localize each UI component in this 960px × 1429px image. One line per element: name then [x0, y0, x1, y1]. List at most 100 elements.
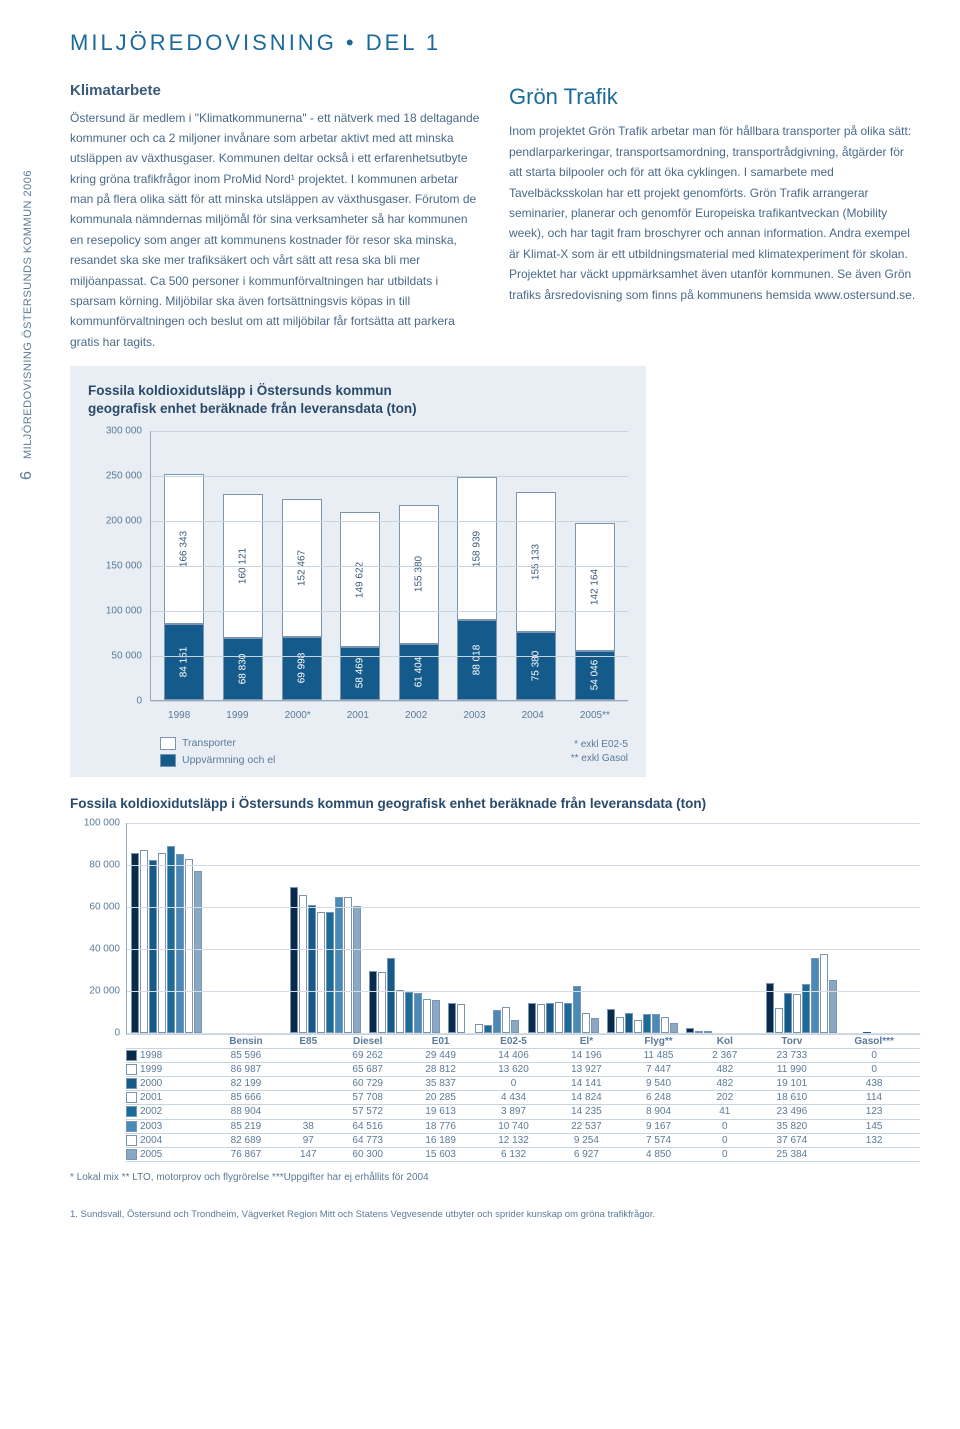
chart2-table-cell: 88 904 — [207, 1105, 286, 1119]
chart1-bar-value: 68 830 — [237, 653, 248, 684]
chart2-gridline — [127, 907, 920, 908]
chart2-bar — [634, 1020, 642, 1033]
chart1-note: * exkl E02-5 — [571, 738, 628, 752]
chart2-table-cell: 13 927 — [550, 1062, 623, 1076]
chart2-table-cell: 14 235 — [550, 1105, 623, 1119]
chart2-bar — [414, 993, 422, 1032]
chart2-table-cell: 85 219 — [207, 1119, 286, 1133]
chart2-table-cell — [828, 1147, 920, 1161]
chart2-table-header: BensinE85DieselE01E02-5El*Flyg**KolTorvG… — [126, 1034, 920, 1048]
chart2-table-cell: 0 — [694, 1147, 755, 1161]
chart2-table-col-header: Bensin — [207, 1034, 286, 1048]
chart2-table-year-cell: 1999 — [126, 1062, 207, 1076]
chart2-table-cell: 82 199 — [207, 1077, 286, 1091]
chart2-bar — [582, 1013, 590, 1032]
chart2-table-cell: 0 — [828, 1062, 920, 1076]
chart1-legend-swatch — [160, 754, 176, 767]
chart1-bar-segment: 142 164 — [575, 523, 615, 651]
chart1-bar-value: 88 018 — [472, 645, 483, 676]
chart2-year-swatch — [126, 1121, 137, 1132]
chart2-table-cell: 64 516 — [331, 1119, 404, 1133]
chart1-bar-value: 149 622 — [355, 562, 366, 598]
chart2-bar — [308, 905, 316, 1033]
chart2-table-cell: 482 — [694, 1062, 755, 1076]
chart2-bar — [140, 850, 148, 1033]
chart2-bar — [793, 994, 801, 1033]
chart2-table-col-header: Kol — [694, 1034, 755, 1048]
chart2-bar — [652, 1014, 660, 1033]
chart2-bar — [378, 972, 386, 1033]
chart1-plot: 84 151166 34368 830160 12169 998152 4675… — [150, 431, 628, 701]
chart2-table-cell: 438 — [828, 1077, 920, 1091]
chart1-bar-stack: 75 380155 133 — [516, 492, 556, 699]
chart2-bar — [158, 853, 166, 1033]
chart2-year-swatch — [126, 1106, 137, 1117]
chart2-bar-group — [206, 823, 285, 1033]
chart2-bar — [607, 1009, 615, 1033]
chart1-legend-label: Uppvärmning och el — [182, 754, 275, 766]
chart2-bar — [784, 993, 792, 1033]
chart1-bar-value: 158 939 — [472, 531, 483, 567]
chart2-bar — [326, 912, 334, 1033]
chart2-table-row: 200576 86714760 30015 6036 1326 9274 850… — [126, 1147, 920, 1161]
chart2-bar — [564, 1003, 572, 1033]
chart2-table-cell: 23 496 — [755, 1105, 828, 1119]
side-label: 6 MILJÖREDOVISNING ÖSTERSUNDS KOMMUN 200… — [18, 170, 36, 480]
chart2-gridline — [127, 991, 920, 992]
chart2-y-tick: 60 000 — [89, 901, 120, 912]
chart2-table-cell: 23 733 — [755, 1048, 828, 1062]
chart2-table-col-header: Torv — [755, 1034, 828, 1048]
chart2-wrap: 020 00040 00060 00080 000100 000 — [70, 823, 920, 1034]
chart2-table-year-cell: 2003 — [126, 1119, 207, 1133]
chart2-bar — [167, 846, 175, 1033]
chart1-bar-stack: 58 469149 622 — [340, 512, 380, 699]
chart1-gridline — [151, 521, 628, 522]
chart2-plot — [126, 823, 920, 1034]
chart1-bar-value: 166 343 — [179, 531, 190, 567]
chart2-gridline — [127, 865, 920, 866]
chart2-table-cell: 14 141 — [550, 1077, 623, 1091]
chart2-table-cell: 18 610 — [755, 1091, 828, 1105]
chart2-table-cell: 97 — [285, 1133, 331, 1147]
chart2-groups — [127, 823, 920, 1033]
chart2-bar — [290, 887, 298, 1032]
chart1-bar-segment: 69 998 — [282, 637, 322, 700]
chart1-title: Fossila koldioxidutsläpp i Östersunds ko… — [88, 382, 628, 418]
chart2-table-cell: 0 — [694, 1133, 755, 1147]
chart1-bar-stack: 69 998152 467 — [282, 499, 322, 699]
chart2-table-row: 200482 6899764 77316 18912 1329 2547 574… — [126, 1133, 920, 1147]
chart2-table-year-cell: 2004 — [126, 1133, 207, 1147]
chart1-y-tick: 100 000 — [106, 605, 142, 616]
chart2-year-swatch — [126, 1064, 137, 1075]
chart2-bar — [344, 897, 352, 1033]
chart1-box: Fossila koldioxidutsläpp i Östersunds ko… — [70, 366, 646, 776]
chart2-bar — [353, 906, 361, 1033]
chart2-table-cell: 18 776 — [404, 1119, 477, 1133]
chart1-bar-value: 84 151 — [179, 646, 190, 677]
chart2-table-cell: 19 101 — [755, 1077, 828, 1091]
chart1-y-tick: 0 — [136, 695, 142, 706]
chart2-table-cell: 4 434 — [477, 1091, 550, 1105]
chart2-table-cell: 60 729 — [331, 1077, 404, 1091]
chart2-table-cell: 57 572 — [331, 1105, 404, 1119]
chart2-table-cell: 38 — [285, 1119, 331, 1133]
chart1-legend-items: Transporter Uppvärmning och el — [160, 737, 275, 767]
chart2-table-col-header: E85 — [285, 1034, 331, 1048]
chart2-y-tick: 100 000 — [84, 817, 120, 828]
chart1-bar-value: 54 046 — [589, 660, 600, 691]
chart1-bar-segment: 149 622 — [340, 512, 380, 647]
chart2-bar — [511, 1020, 519, 1033]
chart2-table-row: 200288 90457 57219 6133 89714 2358 90441… — [126, 1105, 920, 1119]
chart2-bar-group — [761, 823, 840, 1033]
chart2-bar — [432, 1000, 440, 1033]
chart2-footnote: * Lokal mix ** LTO, motorprov och flygrö… — [70, 1172, 920, 1183]
chart1-legend-item: Transporter — [160, 737, 275, 750]
chart2-y-tick: 80 000 — [89, 859, 120, 870]
chart2-year-label: 2001 — [140, 1092, 162, 1103]
chart2-table: BensinE85DieselE01E02-5El*Flyg**KolTorvG… — [126, 1034, 920, 1162]
chart2-bar — [185, 859, 193, 1033]
chart2-table-cell — [285, 1062, 331, 1076]
chart2-table-cell: 85 596 — [207, 1048, 286, 1062]
chart1-x-label: 1999 — [226, 710, 248, 721]
chart1-bar-segment: 166 343 — [164, 474, 204, 624]
